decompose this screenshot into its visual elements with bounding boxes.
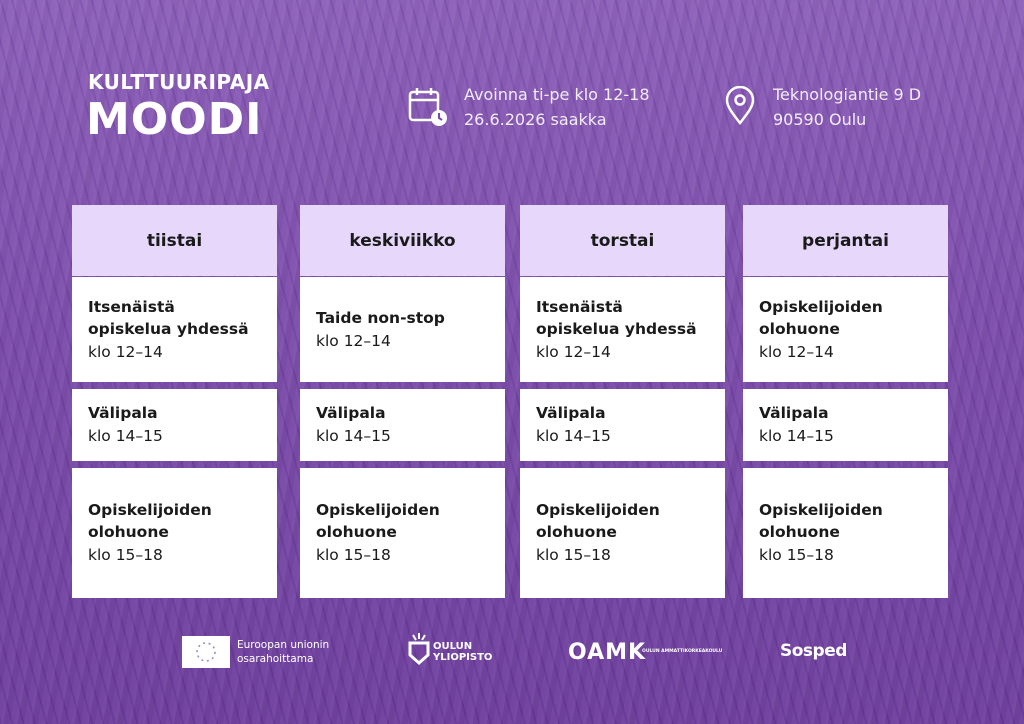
calendar-icon — [408, 88, 447, 126]
slot-title: Välipala — [316, 404, 386, 422]
day-column: keskiviikko Taide non-stop klo 12–14 Välipa… — [300, 205, 505, 598]
slot-time: klo 15–18 — [88, 546, 163, 564]
day-column: perjantai Opiskelijoiden olohuone klo 12–1… — [743, 205, 948, 598]
hours-line: 26.6.2026 saakka — [464, 110, 607, 129]
slot-time: klo 14–15 — [88, 427, 163, 445]
slot-time: klo 12–14 — [759, 342, 834, 361]
day-header: perjantai — [743, 205, 948, 276]
oamk-logo: OAMK — [568, 640, 647, 665]
slot-time: klo 12–14 — [536, 342, 611, 361]
time-slot: Opiskelijoiden olohuone klo 15–18 — [300, 468, 505, 598]
time-slot: Taide non-stop klo 12–14 — [300, 277, 505, 382]
slot-time: klo 12–14 — [316, 331, 391, 350]
slot-title: Välipala — [759, 404, 829, 422]
slot-time: klo 14–15 — [316, 427, 391, 445]
time-slot: Välipala klo 14–15 — [72, 389, 277, 461]
time-slot: Itsenäistä opiskelua yhdessä klo 12–14 — [72, 277, 277, 382]
eu-flag — [182, 636, 230, 668]
address-line: Teknologiantie 9 D — [773, 85, 922, 104]
slot-time: klo 14–15 — [536, 427, 611, 445]
oulu-uni-icon — [408, 633, 430, 665]
slot-title: Välipala — [536, 404, 606, 422]
time-slot: Välipala klo 14–15 — [520, 389, 725, 461]
eu-line: Euroopan unionin — [237, 639, 330, 651]
slot-title: Opiskelijoiden olohuone — [536, 501, 660, 541]
slot-title: Itsenäistä opiskelua yhdessä — [536, 297, 697, 338]
slot-title: Opiskelijoiden olohuone — [759, 297, 883, 338]
time-slot: Välipala klo 14–15 — [300, 389, 505, 461]
day-header: torstai — [520, 205, 725, 276]
eu-line: osarahoittama — [237, 653, 314, 665]
time-slot: Itsenäistä opiskelua yhdessä klo 12–14 — [520, 277, 725, 382]
sosped-logo: Sosped — [780, 641, 847, 661]
slot-time: klo 15–18 — [759, 546, 834, 564]
title-large: MOODI — [86, 94, 263, 145]
slot-title: Opiskelijoiden olohuone — [759, 501, 883, 541]
time-slot: Opiskelijoiden olohuone klo 15–18 — [520, 468, 725, 598]
slot-title: Itsenäistä opiskelua yhdessä — [88, 297, 249, 338]
eu-text: Euroopan unionin osarahoittama — [237, 638, 329, 666]
oulu-uni-line: YLIOPISTO — [433, 652, 493, 663]
oamk-sub: OULUN AMMATTIKORKEAKOULU — [642, 649, 723, 654]
oulu-uni-line: OULUN — [433, 641, 473, 652]
day-header: keskiviikko — [300, 205, 505, 276]
slot-title: Välipala — [88, 404, 158, 422]
time-slot: Opiskelijoiden olohuone klo 15–18 — [743, 468, 948, 598]
location-icon — [725, 86, 755, 126]
day-column: tiistai Itsenäistä opiskelua yhdessä klo 1… — [72, 205, 277, 598]
slot-title: Opiskelijoiden olohuone — [316, 501, 440, 541]
hours-line: Avoinna ti-pe klo 12-18 — [464, 85, 650, 104]
slot-time: klo 12–14 — [88, 342, 163, 361]
time-slot: Opiskelijoiden olohuone klo 12–14 — [743, 277, 948, 382]
oulu-uni-text: OULUN YLIOPISTO — [433, 641, 492, 663]
slot-time: klo 14–15 — [759, 427, 834, 445]
day-header: tiistai — [72, 205, 277, 276]
slot-time: klo 15–18 — [316, 546, 391, 564]
day-column: torstai Itsenäistä opiskelua yhdessä klo 1… — [520, 205, 725, 598]
slot-title: Opiskelijoiden olohuone — [88, 501, 212, 541]
title-small: KULTTUURIPAJA — [88, 70, 270, 94]
time-slot: Opiskelijoiden olohuone klo 15–18 — [72, 468, 277, 598]
slot-time: klo 15–18 — [536, 546, 611, 564]
address-line: 90590 Oulu — [773, 110, 867, 129]
slot-title: Taide non-stop — [316, 308, 445, 327]
time-slot: Välipala klo 14–15 — [743, 389, 948, 461]
address: Teknologiantie 9 D 90590 Oulu — [773, 82, 921, 132]
opening-hours: Avoinna ti-pe klo 12-18 26.6.2026 saakka — [464, 82, 650, 132]
